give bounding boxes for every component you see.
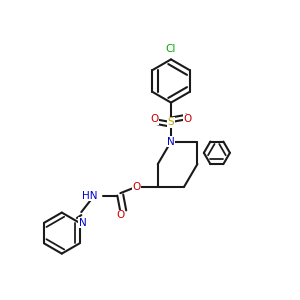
Text: O: O [133,182,141,192]
Text: O: O [150,114,159,124]
Text: O: O [183,114,192,124]
Text: HN: HN [82,190,98,201]
Text: N: N [167,136,175,147]
Text: O: O [116,210,124,220]
Text: S: S [168,117,174,127]
Text: Cl: Cl [166,44,176,55]
Text: N: N [79,218,86,228]
